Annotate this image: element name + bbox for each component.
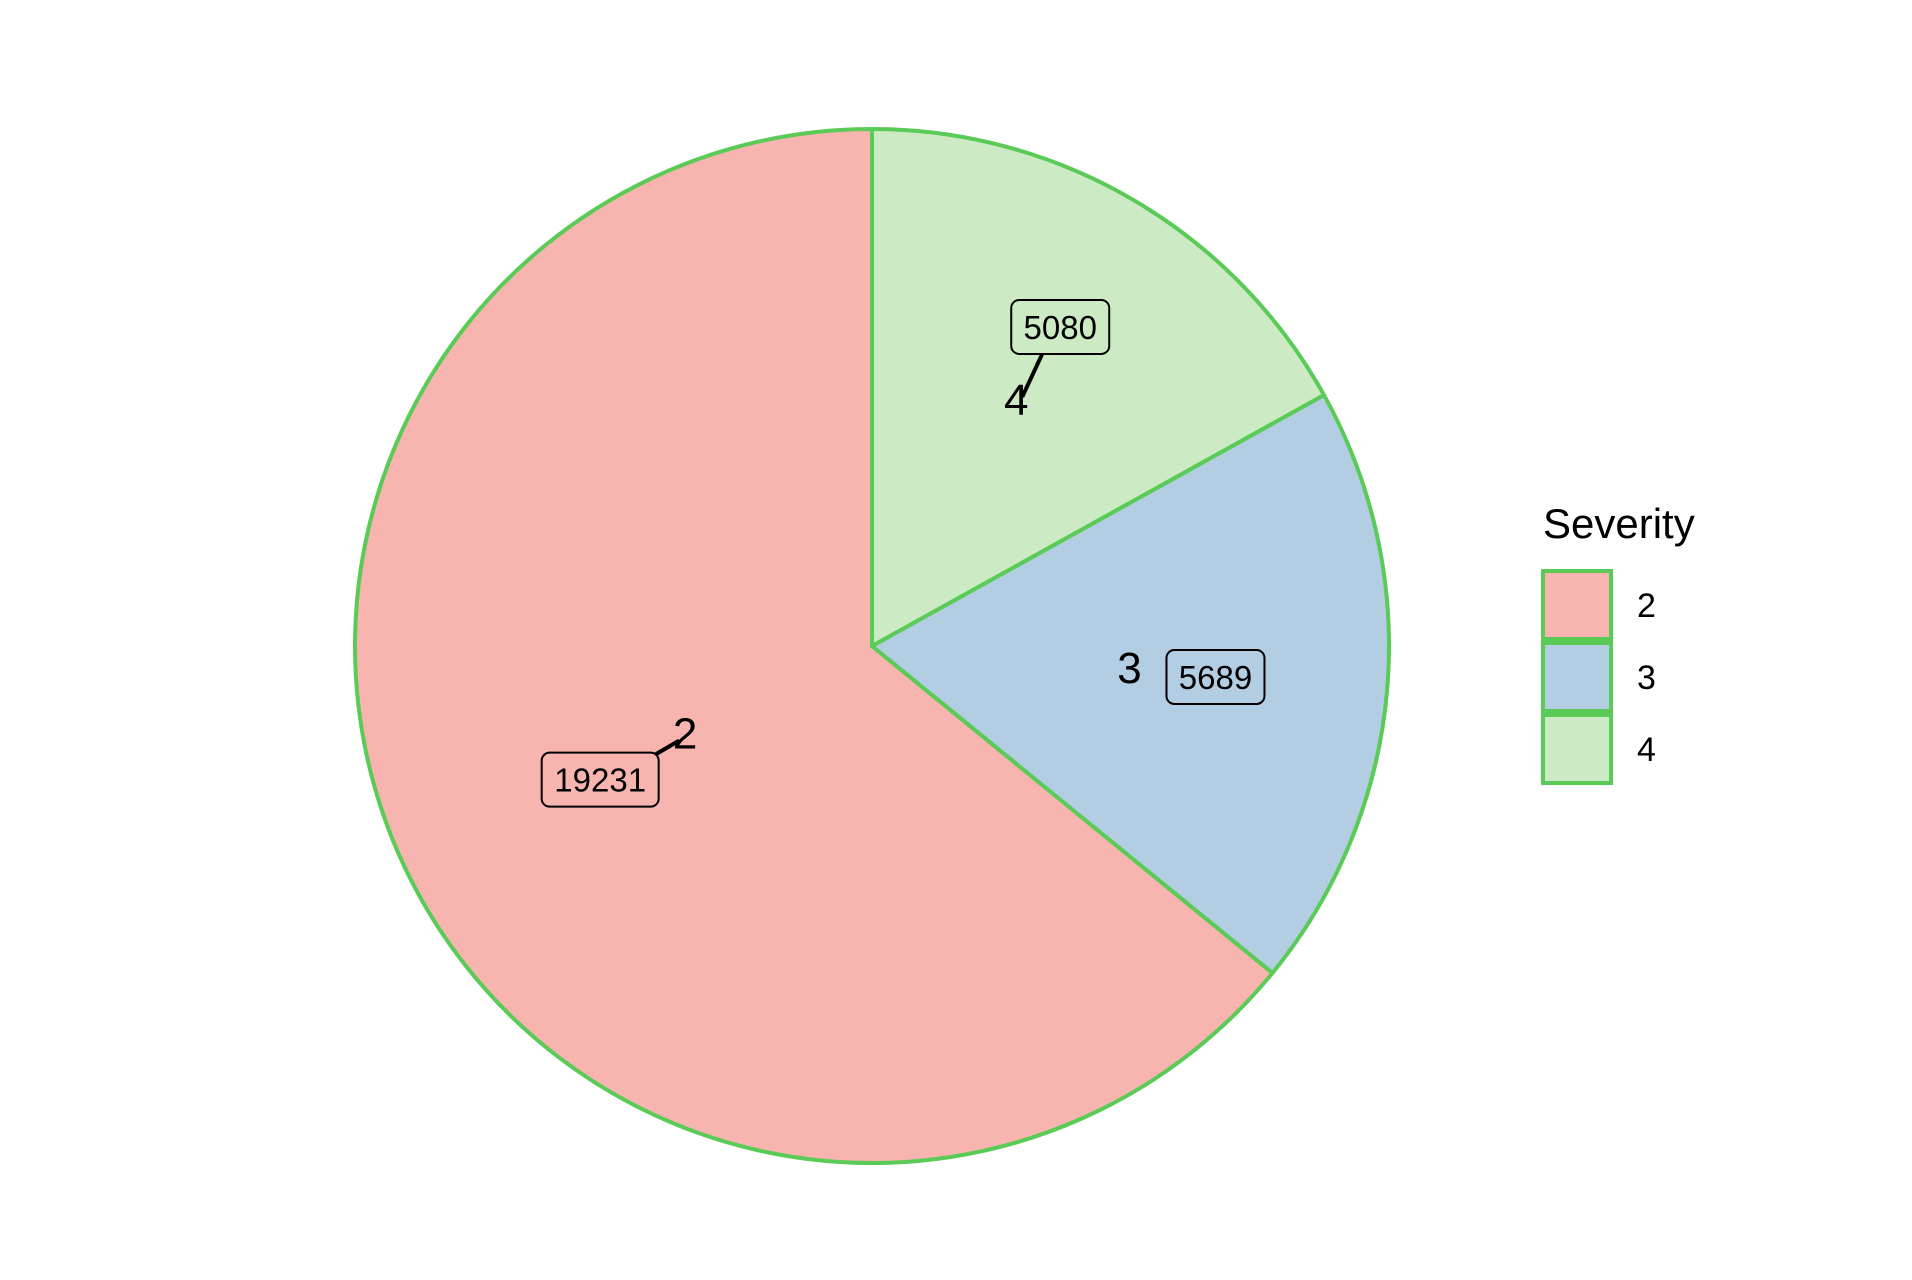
legend-label-4: 4 (1637, 731, 1656, 769)
pie-slice-4 (870, 127, 1326, 648)
legend-key-3 (1541, 641, 1613, 713)
slice-category-label-4: 4 (1004, 376, 1028, 425)
legend-label-3: 3 (1637, 659, 1656, 697)
slice-category-label-3: 3 (1117, 644, 1141, 693)
label-leader-4 (1020, 353, 1045, 398)
pie-slices (353, 127, 1391, 1165)
legend-key-2 (1541, 569, 1613, 641)
data-label-box-3 (1165, 648, 1266, 705)
data-label-4: 5080 (1024, 309, 1097, 346)
data-label-box-4 (1010, 298, 1111, 355)
legend-key-4 (1541, 713, 1613, 785)
label-leader-2 (654, 738, 681, 757)
pie-labels: 2 19231 3 5689 4 5080 (540, 298, 1266, 808)
pie-slice-2 (353, 127, 1275, 1165)
slice-category-label-2: 2 (673, 710, 697, 759)
pie-slice-3 (870, 393, 1391, 975)
data-label-box-2 (540, 751, 660, 808)
legend-label-2: 2 (1637, 587, 1656, 625)
data-label-3: 5689 (1179, 659, 1252, 696)
legend: Severity 2 3 4 (1541, 500, 1695, 785)
data-label-2: 19231 (554, 762, 646, 799)
legend-title: Severity (1543, 500, 1695, 547)
